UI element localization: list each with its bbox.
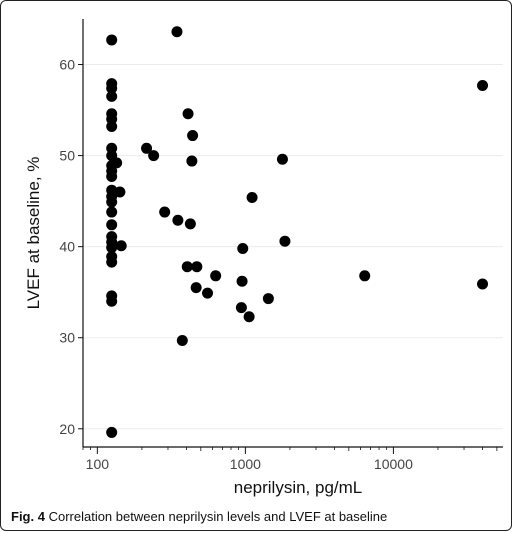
data-point — [184, 218, 196, 230]
y-tick-label: 40 — [59, 239, 75, 255]
data-point — [182, 108, 194, 120]
data-point — [106, 256, 118, 268]
data-point — [279, 235, 291, 247]
data-point — [181, 261, 193, 273]
data-point — [106, 219, 118, 231]
data-point — [359, 270, 371, 282]
x-tick-label: 1000 — [230, 456, 261, 472]
x-axis-label: neprilysin, pg/mL — [234, 478, 363, 497]
data-point — [186, 155, 198, 167]
data-point — [106, 90, 118, 102]
y-tick-label: 20 — [59, 421, 75, 437]
data-point — [106, 295, 118, 307]
data-point — [237, 242, 249, 254]
data-point — [141, 142, 153, 154]
data-point — [106, 426, 118, 438]
y-tick-label: 50 — [59, 148, 75, 164]
grid-lines — [83, 64, 503, 430]
data-point — [106, 171, 118, 183]
data-point — [477, 278, 489, 290]
data-point — [246, 191, 258, 203]
y-axis-label: LVEF at baseline, % — [24, 157, 43, 310]
data-point — [210, 270, 222, 282]
data-point — [243, 311, 255, 323]
data-point — [159, 206, 171, 218]
scatter-chart: 20 30 40 50 60 100 1000 10000 neprilysin, pg/mL… — [24, 19, 503, 497]
data-points — [106, 26, 489, 438]
data-point — [202, 287, 214, 299]
data-point — [106, 34, 118, 46]
data-point — [114, 186, 126, 198]
data-point — [148, 150, 160, 162]
data-point — [172, 214, 184, 226]
data-point — [235, 302, 247, 314]
data-point — [106, 206, 118, 218]
data-point — [187, 130, 199, 142]
data-point — [236, 275, 248, 287]
data-point — [276, 153, 288, 165]
y-tick-label: 30 — [59, 330, 75, 346]
tick-labels: 20 30 40 50 60 100 1000 10000 — [59, 57, 413, 472]
data-point — [171, 26, 183, 38]
figure-number: Fig. 4 — [11, 509, 45, 524]
data-point — [477, 79, 489, 91]
caption-text: Correlation between neprilysin levels an… — [48, 509, 388, 524]
data-point — [190, 282, 202, 294]
figure-caption: Fig. 4 Correlation between neprilysin le… — [11, 509, 387, 524]
data-point — [115, 240, 127, 252]
data-point — [106, 120, 118, 132]
y-tick-label: 60 — [59, 57, 75, 73]
data-point — [176, 334, 188, 346]
data-point — [191, 261, 203, 273]
x-tick-label: 10000 — [374, 456, 413, 472]
data-point — [262, 293, 274, 305]
x-tick-label: 100 — [86, 456, 110, 472]
data-point — [106, 242, 118, 254]
data-point — [111, 157, 123, 169]
axes — [78, 19, 503, 454]
data-point — [106, 196, 118, 208]
data-point — [106, 82, 118, 94]
